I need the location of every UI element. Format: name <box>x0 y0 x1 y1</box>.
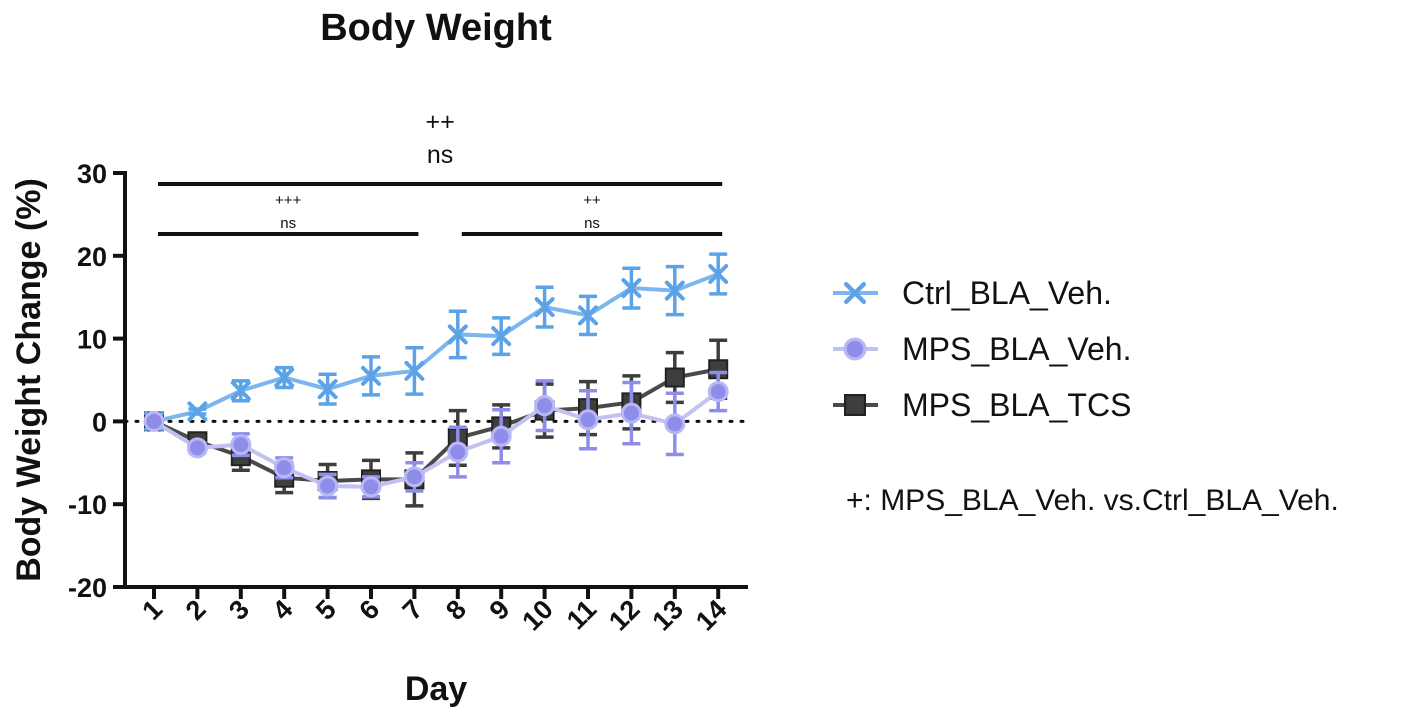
data-point <box>360 476 382 498</box>
comparison-annotation: +: MPS_BLA_Veh. vs.Ctrl_BLA_Veh. <box>846 484 1339 517</box>
y-tick-label: -10 <box>68 490 107 520</box>
y-tick-label: 20 <box>77 242 107 272</box>
data-point <box>186 437 208 459</box>
data-point <box>491 326 512 347</box>
x-tick-label: 10 <box>516 594 558 636</box>
legend-item: MPS_BLA_Veh. <box>833 331 1131 367</box>
data-point <box>274 367 295 388</box>
y-axis-label: Body Weight Change (%) <box>10 178 48 582</box>
data-point <box>708 264 729 285</box>
data-point <box>578 305 598 326</box>
legend-label: Ctrl_BLA_Veh. <box>902 275 1112 311</box>
legend-item: Ctrl_BLA_Veh. <box>833 275 1112 311</box>
data-point <box>664 280 685 301</box>
data-point <box>707 381 729 403</box>
legend-marker <box>843 394 866 417</box>
data-point <box>447 441 469 463</box>
significance-bottom-label: ns <box>427 141 453 169</box>
significance-top-label: ++ <box>425 108 454 136</box>
data-point <box>664 413 686 435</box>
data-point <box>403 466 425 488</box>
data-point <box>620 402 642 424</box>
significance-bottom-label: ns <box>584 215 600 232</box>
significance-top-label: +++ <box>275 192 302 209</box>
y-tick-label: 10 <box>77 325 107 355</box>
y-tick-label: 0 <box>92 407 107 437</box>
x-tick-label: 11 <box>561 594 602 635</box>
x-axis-label: Day <box>405 670 467 708</box>
data-point <box>404 360 425 381</box>
legend-marker <box>843 337 867 361</box>
legend-label: MPS_BLA_TCS <box>902 387 1131 423</box>
data-point <box>621 278 642 299</box>
data-point <box>187 401 208 422</box>
significance-top-label: ++ <box>583 192 601 209</box>
data-point <box>273 457 295 479</box>
y-tick-label: 30 <box>77 159 107 189</box>
data-point <box>230 380 251 401</box>
chart-title: Body Weight <box>320 7 552 49</box>
data-point <box>577 409 599 431</box>
significance-bottom-label: ns <box>280 215 296 232</box>
series-MPS_BLA_Veh. <box>143 370 729 500</box>
data-point <box>664 367 685 388</box>
data-point <box>447 324 468 345</box>
y-tick-label: -20 <box>68 573 107 603</box>
data-point <box>534 395 556 417</box>
data-point <box>143 410 165 432</box>
data-point <box>490 425 512 447</box>
series-MPS_BLA_TCS <box>144 338 729 508</box>
data-point <box>534 297 555 318</box>
data-point <box>361 365 381 386</box>
data-point <box>230 434 252 456</box>
data-point <box>317 475 339 497</box>
data-point <box>317 379 338 400</box>
legend-item: MPS_BLA_TCS <box>833 387 1131 423</box>
legend-marker <box>844 282 866 304</box>
x-tick-label: 14 <box>690 594 732 636</box>
x-tick-label: 12 <box>603 594 645 636</box>
x-tick-label: 13 <box>647 594 689 636</box>
legend-label: MPS_BLA_Veh. <box>902 331 1131 367</box>
